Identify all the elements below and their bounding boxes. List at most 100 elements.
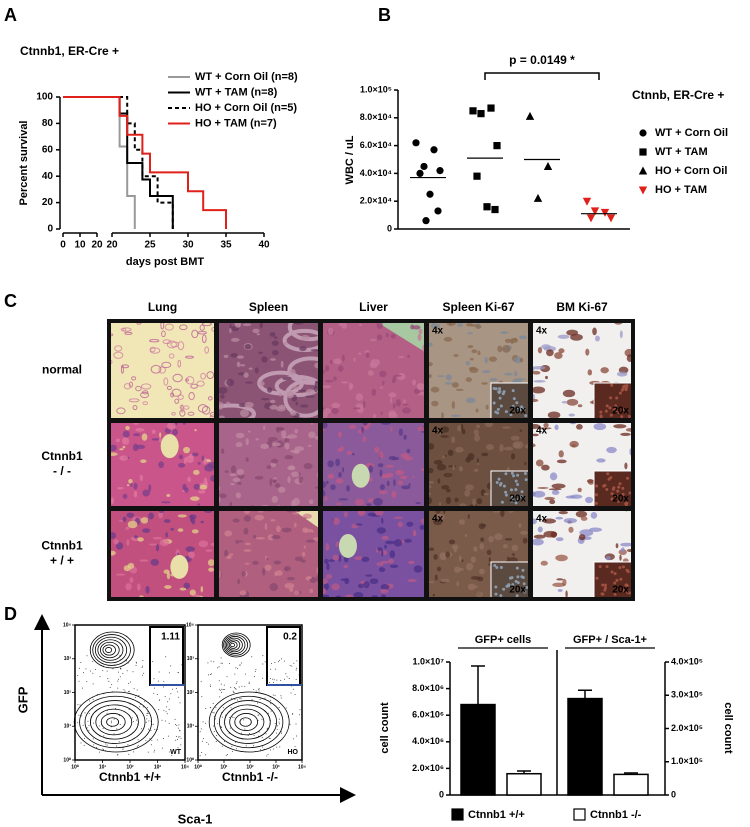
- event: [148, 728, 150, 730]
- event: [141, 666, 143, 668]
- tissue-cell: [417, 333, 422, 341]
- inset-cell: [504, 472, 508, 476]
- event: [283, 660, 285, 662]
- tissue-cell: [499, 444, 504, 452]
- tissue-cell: [374, 510, 384, 516]
- tissue-cell: [455, 388, 464, 392]
- event: [255, 668, 257, 670]
- panel-letter: A: [4, 5, 17, 25]
- event: [102, 749, 104, 751]
- tissue-cell: [418, 328, 423, 335]
- y-axis-label: WBC / uL: [344, 135, 356, 184]
- event: [116, 745, 118, 747]
- event: [142, 660, 144, 662]
- tissue-cell: [397, 355, 405, 359]
- tissue-cell: [166, 571, 171, 580]
- event: [228, 663, 230, 665]
- tissue-cell: [161, 361, 172, 369]
- micrograph-content: [218, 322, 319, 419]
- tissue-cell: [533, 379, 546, 383]
- event: [253, 676, 255, 678]
- event: [231, 750, 233, 752]
- y-tick-label: 0: [387, 223, 392, 233]
- inset-cell: [625, 568, 629, 572]
- tissue-cell: [479, 542, 484, 550]
- tissue-cell: [412, 475, 415, 479]
- event: [261, 746, 263, 748]
- tissue-cell: [335, 478, 344, 484]
- tissue-cell: [532, 490, 546, 498]
- inset-cell: [605, 488, 609, 492]
- tissue-cell: [239, 409, 249, 418]
- tissue-cell: [223, 354, 229, 358]
- tissue-cell: [199, 484, 208, 490]
- tissue-cell: [392, 375, 397, 383]
- tissue-cell: [554, 424, 559, 431]
- inset-cell: [520, 405, 524, 409]
- tissue-cell: [499, 331, 509, 335]
- event: [290, 692, 292, 694]
- tissue-cell: [127, 562, 135, 569]
- tissue-cell: [201, 405, 211, 415]
- tissue-cell: [226, 555, 232, 560]
- event: [99, 676, 101, 678]
- event: [146, 713, 148, 715]
- tissue-cell: [276, 426, 280, 433]
- tissue-cell: [445, 551, 451, 558]
- tissue-cell: [606, 446, 617, 454]
- event: [116, 728, 118, 730]
- tissue-cell: [473, 429, 479, 436]
- event: [260, 749, 262, 751]
- event: [152, 723, 154, 725]
- tissue-cell: [294, 446, 305, 452]
- event: [89, 700, 91, 702]
- flow-x-tick-label: 10³: [272, 764, 280, 770]
- tissue-cell: [331, 407, 339, 415]
- event: [286, 676, 288, 678]
- event: [141, 665, 143, 667]
- event: [210, 660, 212, 662]
- event: [135, 719, 137, 721]
- event: [238, 686, 240, 688]
- tissue-cell: [613, 424, 627, 429]
- inset-cell: [511, 583, 515, 587]
- bar: [460, 703, 496, 796]
- inset-cell: [621, 408, 625, 412]
- event: [200, 681, 202, 683]
- tissue-cell: [172, 428, 178, 436]
- tissue-cell: [254, 514, 265, 521]
- flow-y-tick-label: 10¹: [64, 724, 72, 730]
- event: [200, 728, 202, 730]
- legend-label: WT + Corn Oil: [655, 127, 728, 139]
- tissue-cell: [338, 472, 342, 478]
- tissue-cell: [303, 462, 313, 470]
- sample-label: WT: [170, 749, 182, 756]
- tissue-cell: [160, 322, 165, 330]
- event: [285, 707, 287, 709]
- event: [131, 717, 133, 719]
- tissue-cell: [407, 579, 417, 583]
- micrograph-content: [110, 322, 215, 419]
- tissue-cell: [254, 475, 264, 480]
- event: [99, 751, 101, 753]
- tissue-cell: [479, 568, 485, 575]
- tissue-cell: [343, 511, 348, 518]
- event: [93, 722, 95, 724]
- contour: [228, 641, 238, 649]
- tissue-cell: [168, 353, 175, 359]
- legend-label: WT + TAM: [655, 146, 708, 158]
- tissue-cell: [278, 392, 282, 397]
- tissue-cell: [114, 345, 123, 352]
- tissue-cell: [163, 519, 171, 523]
- x-tick-label: 20: [91, 240, 103, 251]
- contour: [73, 691, 159, 753]
- tissue-cell: [332, 517, 340, 526]
- tissue-cell: [363, 581, 370, 589]
- inset-cell: [498, 396, 502, 400]
- lesion: [351, 463, 370, 488]
- event: [209, 684, 211, 686]
- event: [262, 677, 264, 679]
- tissue-cell: [446, 488, 451, 493]
- event: [229, 727, 231, 729]
- tissue-cell: [191, 329, 199, 339]
